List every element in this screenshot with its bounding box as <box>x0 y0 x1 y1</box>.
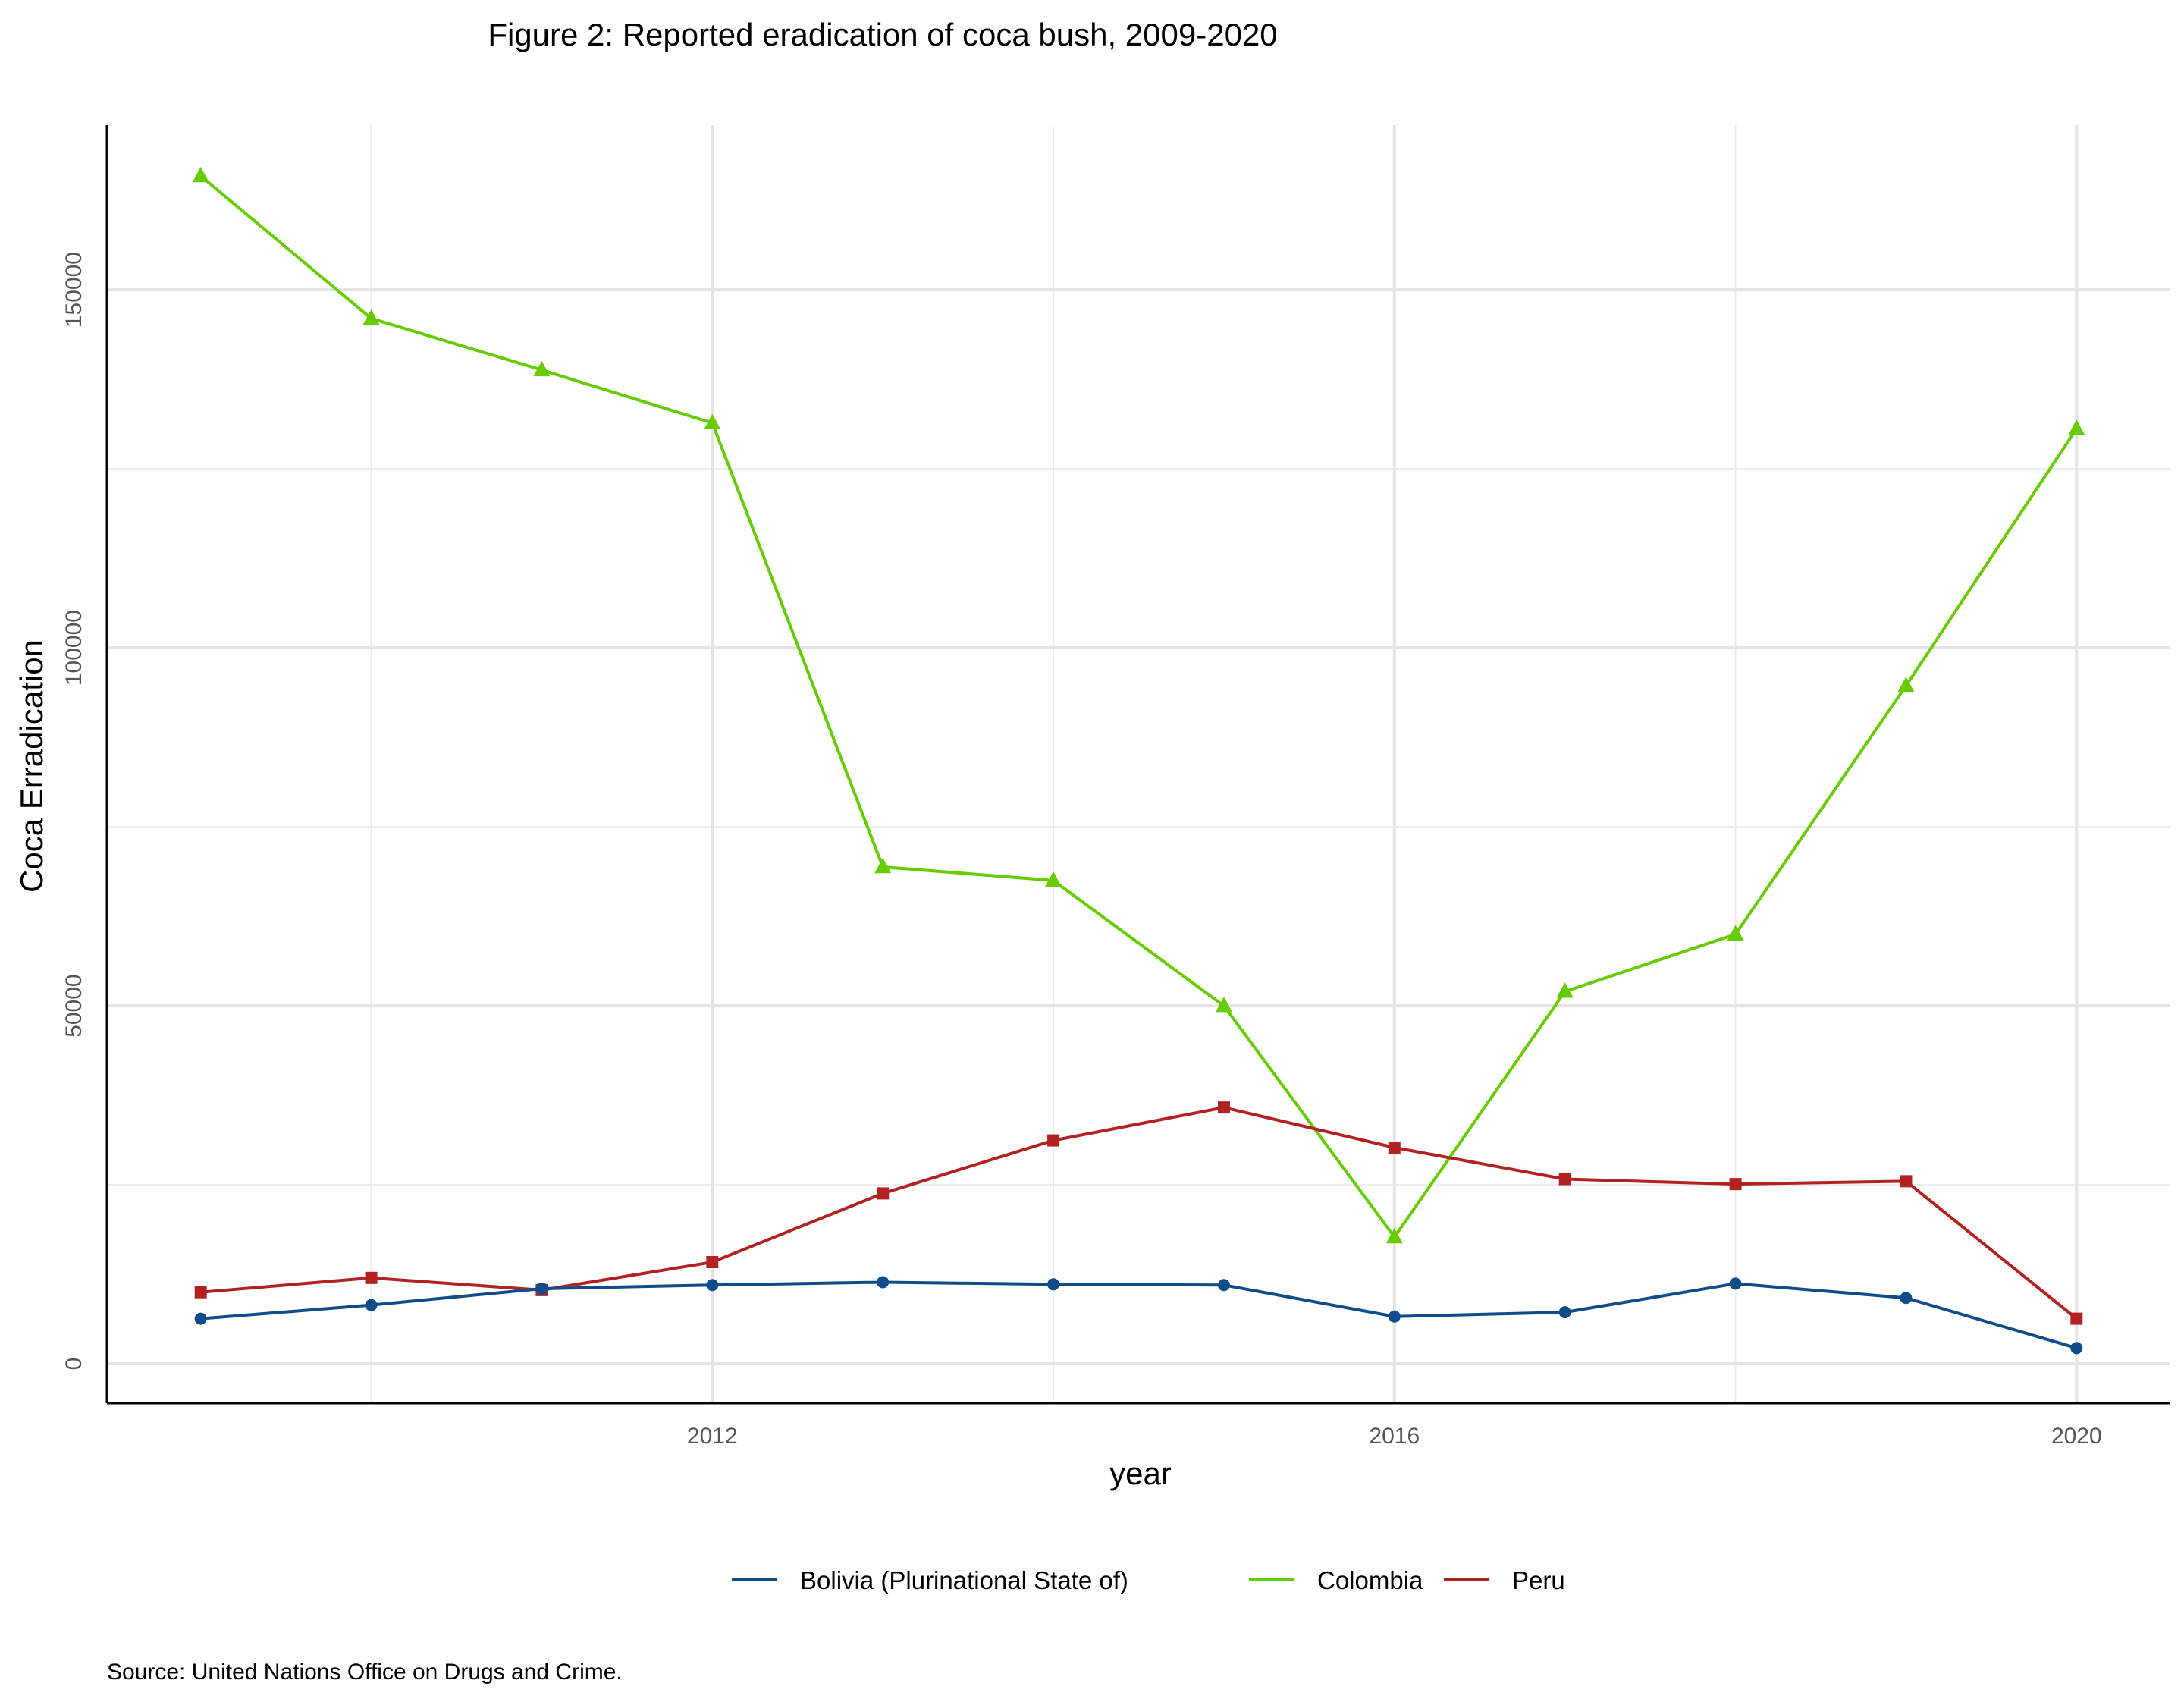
data-point <box>362 309 380 325</box>
data-point <box>194 1312 207 1325</box>
data-point <box>706 1256 719 1269</box>
x-tick-label: 2020 <box>2051 1424 2102 1449</box>
data-point <box>1217 1279 1230 1292</box>
data-point <box>192 166 209 183</box>
series-line <box>200 1280 2077 1350</box>
data-point <box>1556 982 1574 998</box>
x-tick-label: 2016 <box>1369 1424 1420 1449</box>
legend-item: Bolivia (Plurinational State of) <box>732 1566 1128 1594</box>
data-point <box>1897 677 1915 692</box>
data-point <box>704 413 721 429</box>
data-point <box>194 1286 207 1299</box>
data-point <box>2070 1312 2083 1325</box>
data-point <box>706 1279 719 1292</box>
series-line <box>200 1106 2078 1321</box>
data-point <box>1729 1178 1742 1191</box>
x-tick-label: 2012 <box>687 1424 738 1449</box>
series-0 <box>194 1276 2083 1355</box>
x-axis-title: year <box>1109 1456 1172 1491</box>
series-layer <box>192 166 2085 1355</box>
data-point <box>1388 1310 1401 1323</box>
data-point <box>1385 1227 1403 1244</box>
data-point <box>533 360 551 377</box>
data-point <box>1729 1277 1742 1290</box>
chart-title: Figure 2: Reported eradication of coca b… <box>488 17 1277 52</box>
data-point <box>2070 1342 2083 1355</box>
source-caption: Source: United Nations Office on Drugs a… <box>107 1660 623 1685</box>
data-point <box>535 1282 548 1295</box>
y-tick-label: 50000 <box>61 974 86 1037</box>
legend-item: Peru <box>1444 1566 1565 1594</box>
data-point <box>1900 1292 1913 1305</box>
y-tick-label: 0 <box>61 1358 86 1371</box>
series-line <box>199 174 2078 1239</box>
data-point <box>874 857 892 874</box>
data-point <box>2068 419 2085 435</box>
grid <box>107 125 2170 1403</box>
data-point <box>1217 1101 1230 1114</box>
tick-labels: 2012 2016 2020 0 50000 100000 150000 <box>61 252 2102 1449</box>
legend-label: Colombia <box>1317 1566 1423 1594</box>
data-point <box>1045 871 1062 887</box>
data-point <box>1900 1175 1913 1188</box>
data-point <box>877 1187 890 1200</box>
y-tick-label: 100000 <box>61 610 86 686</box>
data-point <box>1047 1134 1060 1147</box>
legend-label: Peru <box>1512 1566 1565 1594</box>
legend-item: Colombia <box>1249 1566 1423 1594</box>
y-tick-label: 150000 <box>61 252 86 328</box>
data-point <box>1215 996 1232 1013</box>
series-1 <box>192 166 2085 1244</box>
data-point <box>1727 925 1744 941</box>
series-2 <box>194 1101 2083 1325</box>
data-point <box>365 1271 378 1284</box>
legend: Bolivia (Plurinational State of) Colombia… <box>732 1566 1565 1594</box>
data-point <box>1388 1142 1401 1154</box>
y-axis-title: Coca Erradication <box>14 639 49 893</box>
data-point <box>1558 1306 1571 1319</box>
data-point <box>1047 1278 1060 1291</box>
data-point <box>877 1276 890 1289</box>
legend-label: Bolivia (Plurinational State of) <box>800 1566 1128 1594</box>
data-point <box>365 1299 378 1311</box>
data-point <box>1558 1173 1571 1186</box>
